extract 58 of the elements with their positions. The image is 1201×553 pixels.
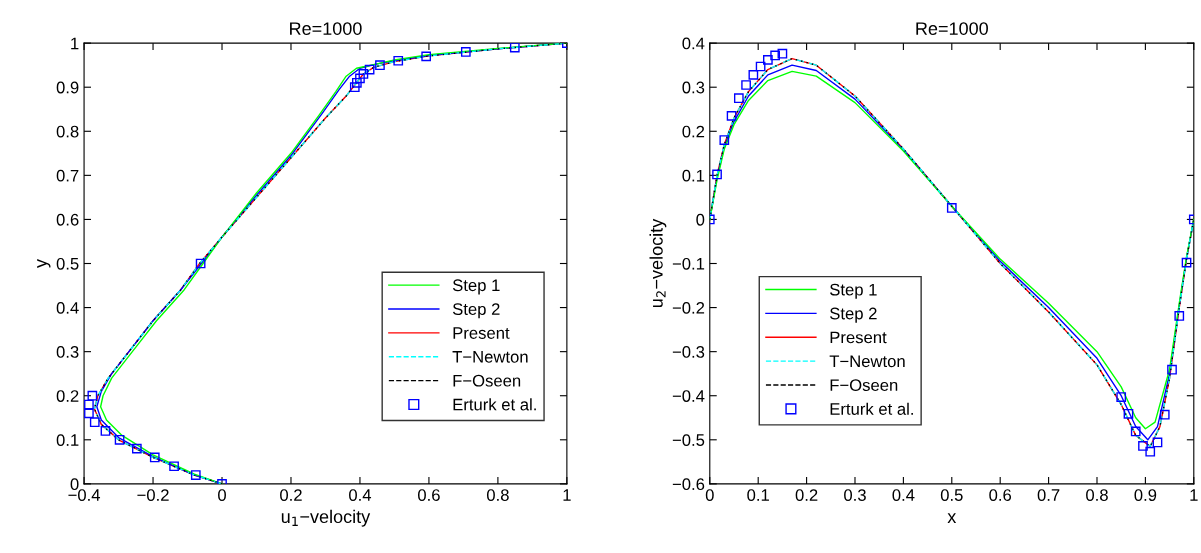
y-tick-label: 0.2 xyxy=(682,125,705,138)
legend-label: Step 2 xyxy=(452,303,500,319)
x-tick-label: 0.8 xyxy=(1086,489,1108,501)
legend-label: F−Oseen xyxy=(830,379,898,392)
legend-label: Step 2 xyxy=(830,307,877,323)
y-tick-label: −0.4 xyxy=(672,390,705,402)
legend-label: T−Newton xyxy=(829,355,905,368)
legend-label: Present xyxy=(453,327,510,339)
y-tick-label: −0.6 xyxy=(672,478,705,491)
y-tick-label: 0.1 xyxy=(682,169,705,182)
x-tick-label: 1 xyxy=(563,489,571,501)
x-tick-label: 0.6 xyxy=(989,489,1012,501)
legend-label: F−Oseen xyxy=(453,374,521,387)
y-tick-label: 0.6 xyxy=(56,213,79,226)
x-tick-label: 0.2 xyxy=(280,489,302,501)
x-tick-label: 0.6 xyxy=(418,489,440,501)
x-tick-label: 0.9 xyxy=(1134,489,1157,501)
y-tick-label: 1 xyxy=(71,37,79,50)
x-tick-label: 0.5 xyxy=(940,489,963,501)
x-tick-label: 1 xyxy=(1190,489,1198,501)
x-tick-label: 0.4 xyxy=(349,489,372,501)
x-axis-title: u$_{1}$−velocity xyxy=(281,509,371,527)
x-tick-label: 0.7 xyxy=(1037,489,1060,501)
y-tick-label: 0.3 xyxy=(682,81,705,94)
y-tick-label: 0.8 xyxy=(56,125,79,138)
x-axis-title: x xyxy=(947,513,957,523)
y-tick-label: 0.4 xyxy=(682,37,705,50)
legend-label: Step 1 xyxy=(452,279,500,295)
legend-label: Erturk et al. xyxy=(830,402,913,415)
y-tick-label: 0.2 xyxy=(56,390,79,402)
y-axis-title: u$_{2}$−velocity xyxy=(649,218,667,308)
chart-title: Re=1000 xyxy=(290,22,362,35)
legend-label: Present xyxy=(830,331,887,344)
y-tick-label: 0 xyxy=(696,213,705,226)
y-tick-label: −0.2 xyxy=(672,301,705,314)
y-tick-label: 0.9 xyxy=(56,81,79,94)
y-tick-label: −0.1 xyxy=(672,257,705,270)
y-tick-label: −0.5 xyxy=(672,434,705,446)
x-tick-label: 0 xyxy=(218,489,226,501)
y-tick-label: 0.3 xyxy=(56,346,79,358)
y-tick-label: 0.4 xyxy=(56,301,79,314)
legend-label: T−Newton xyxy=(452,351,528,363)
x-tick-label: 0.8 xyxy=(486,489,509,501)
y-tick-label: 0 xyxy=(70,478,79,491)
y-tick-label: 0.7 xyxy=(56,169,79,182)
x-tick-label: 0.3 xyxy=(844,489,866,501)
legend-label: Step 1 xyxy=(830,283,877,299)
y-axis-title: y xyxy=(37,259,51,268)
y-tick-label: −0.3 xyxy=(672,346,705,358)
chart-title: Re=1000 xyxy=(916,22,988,35)
y-tick-label: 0.5 xyxy=(56,257,79,270)
x-tick-label: 0.4 xyxy=(892,489,915,501)
x-tick-label: 0 xyxy=(705,489,714,501)
y-tick-label: 0.1 xyxy=(56,434,79,446)
x-tick-label: 0.2 xyxy=(795,489,818,501)
legend-label: Erturk et al. xyxy=(453,398,536,411)
x-tick-label: −0.2 xyxy=(137,489,169,501)
x-tick-label: 0.1 xyxy=(747,489,769,501)
